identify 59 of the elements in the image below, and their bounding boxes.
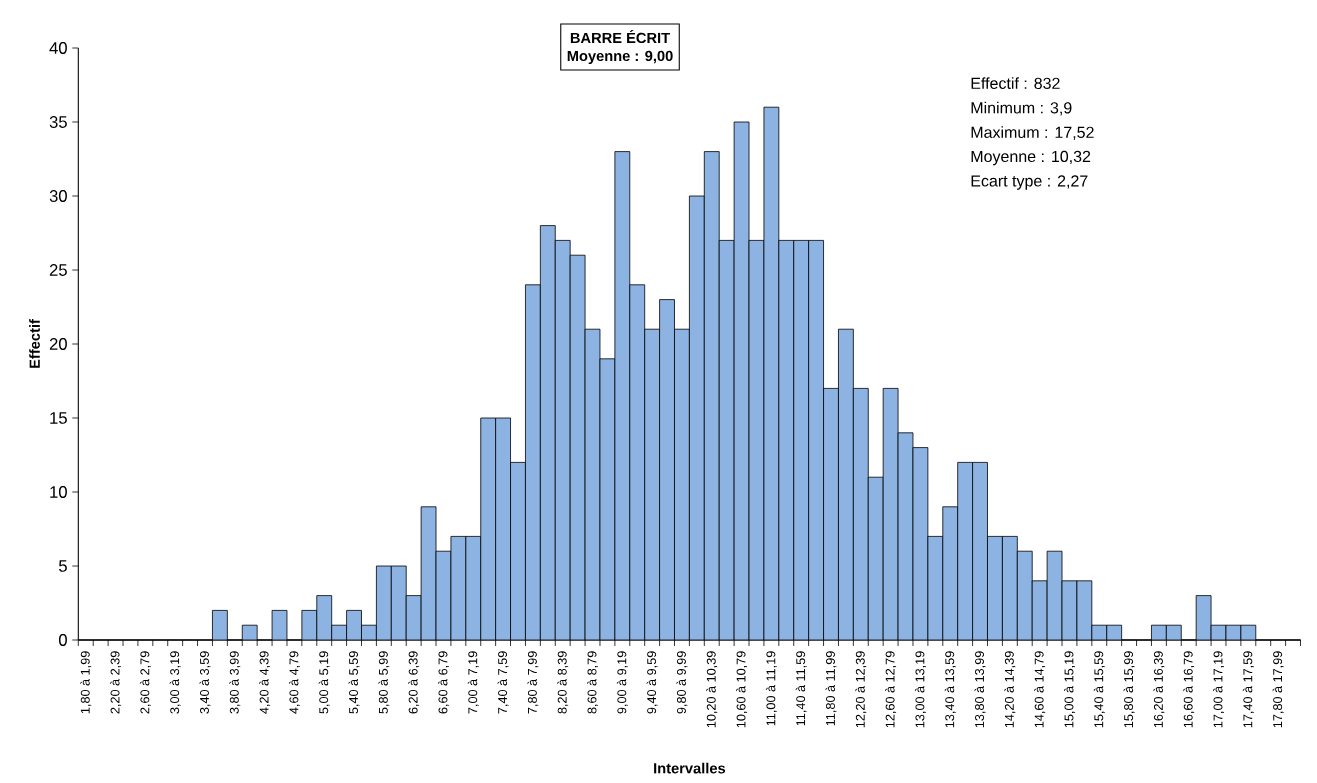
- y-tick-label: 25: [49, 264, 67, 276]
- x-tick-label: 4,20 à 4,39: [259, 651, 271, 714]
- x-tick-label: 14,20 à 14,39: [1004, 651, 1016, 728]
- x-tick-label: 9,40 à 9,59: [646, 651, 658, 714]
- x-tick-label: 6,20 à 6,39: [408, 651, 420, 714]
- x-tick-label: 7,80 à 7,99: [527, 651, 539, 714]
- y-tick-label: 40: [49, 42, 67, 54]
- x-tick-label: 11,40 à 11,59: [795, 651, 807, 726]
- y-tick-label: 0: [58, 634, 67, 646]
- x-tick-label: 8,60 à 8,79: [587, 651, 599, 714]
- x-tick-label: 14,60 à 14,79: [1034, 651, 1046, 728]
- x-tick-label: 11,00 à 11,19: [765, 651, 777, 726]
- x-tick-label: 13,80 à 13,99: [974, 651, 986, 728]
- annotation: Minimum : 3,9: [971, 101, 1072, 116]
- x-tick-label: 17,00 à 17,19: [1213, 651, 1225, 728]
- x-tick-label: 13,40 à 13,59: [944, 651, 956, 728]
- x-tick-label: 9,00 à 9,19: [616, 651, 628, 714]
- x-axis-title: Intervalles: [654, 762, 726, 774]
- y-tick-label: 35: [49, 116, 67, 128]
- x-tick-label: 16,60 à 16,79: [1183, 651, 1195, 728]
- x-tick-label: 7,40 à 7,59: [497, 651, 509, 714]
- x-tick-label: 16,20 à 16,39: [1153, 651, 1165, 728]
- x-tick-label: 13,00 à 13,19: [914, 651, 926, 728]
- x-tick-label: 9,80 à 9,99: [676, 651, 688, 714]
- x-tick-label: 5,80 à 5,99: [378, 651, 390, 714]
- x-tick-label: 7,00 à 7,19: [467, 651, 479, 714]
- y-tick-label: 10: [50, 486, 67, 498]
- annotation: Effectif : 832: [971, 77, 1060, 89]
- x-tick-label: 15,40 à 15,59: [1093, 651, 1105, 728]
- annotation: Moyenne : 10,32: [971, 150, 1091, 166]
- x-tick-label: 5,00 à 5,19: [318, 651, 330, 714]
- x-tick-label: 4,60 à 4,79: [288, 651, 300, 714]
- x-tick-label: 3,40 à 3,59: [199, 651, 211, 714]
- annotation: Maximum : 17,52: [971, 126, 1094, 140]
- y-tick-label: 30: [49, 190, 67, 202]
- x-tick-label: 10,60 à 10,79: [736, 651, 748, 728]
- x-tick-label: 12,20 à 12,39: [855, 651, 867, 728]
- y-tick-label: 20: [49, 338, 67, 350]
- x-tick-label: 3,00 à 3,19: [169, 651, 181, 714]
- x-tick-label: 8,20 à 8,39: [557, 651, 569, 714]
- chart-title: BARRE ÉCRIT: [570, 29, 670, 44]
- x-tick-label: 11,80 à 11,99: [825, 651, 837, 726]
- x-tick-label: 15,00 à 15,19: [1064, 651, 1075, 728]
- x-tick-label: 2,60 à 2,79: [139, 651, 151, 714]
- x-tick-label: 15,80 à 15,99: [1123, 651, 1135, 728]
- x-tick-label: 17,80 à 17,99: [1272, 651, 1284, 728]
- x-tick-label: 12,60 à 12,79: [885, 651, 897, 728]
- x-tick-label: 2,20 à 2,39: [110, 651, 122, 714]
- x-tick-label: 3,80 à 3,99: [229, 651, 241, 714]
- x-tick-label: 6,60 à 6,79: [438, 651, 449, 714]
- chart-subtitle: Moyenne : 9,00: [567, 50, 673, 64]
- annotation: Ecart type : 2,27: [971, 175, 1088, 190]
- y-tick-label: 5: [58, 560, 67, 572]
- x-tick-label: 5,40 à 5,59: [348, 651, 360, 714]
- x-tick-label: 17,40 à 17,59: [1242, 651, 1254, 728]
- x-tick-label: 10,20 à 10,39: [706, 651, 718, 728]
- y-axis-title: Effectif: [29, 319, 40, 368]
- x-tick-label: 1,80 à 1,99: [80, 651, 92, 714]
- y-tick-label: 15: [50, 412, 67, 424]
